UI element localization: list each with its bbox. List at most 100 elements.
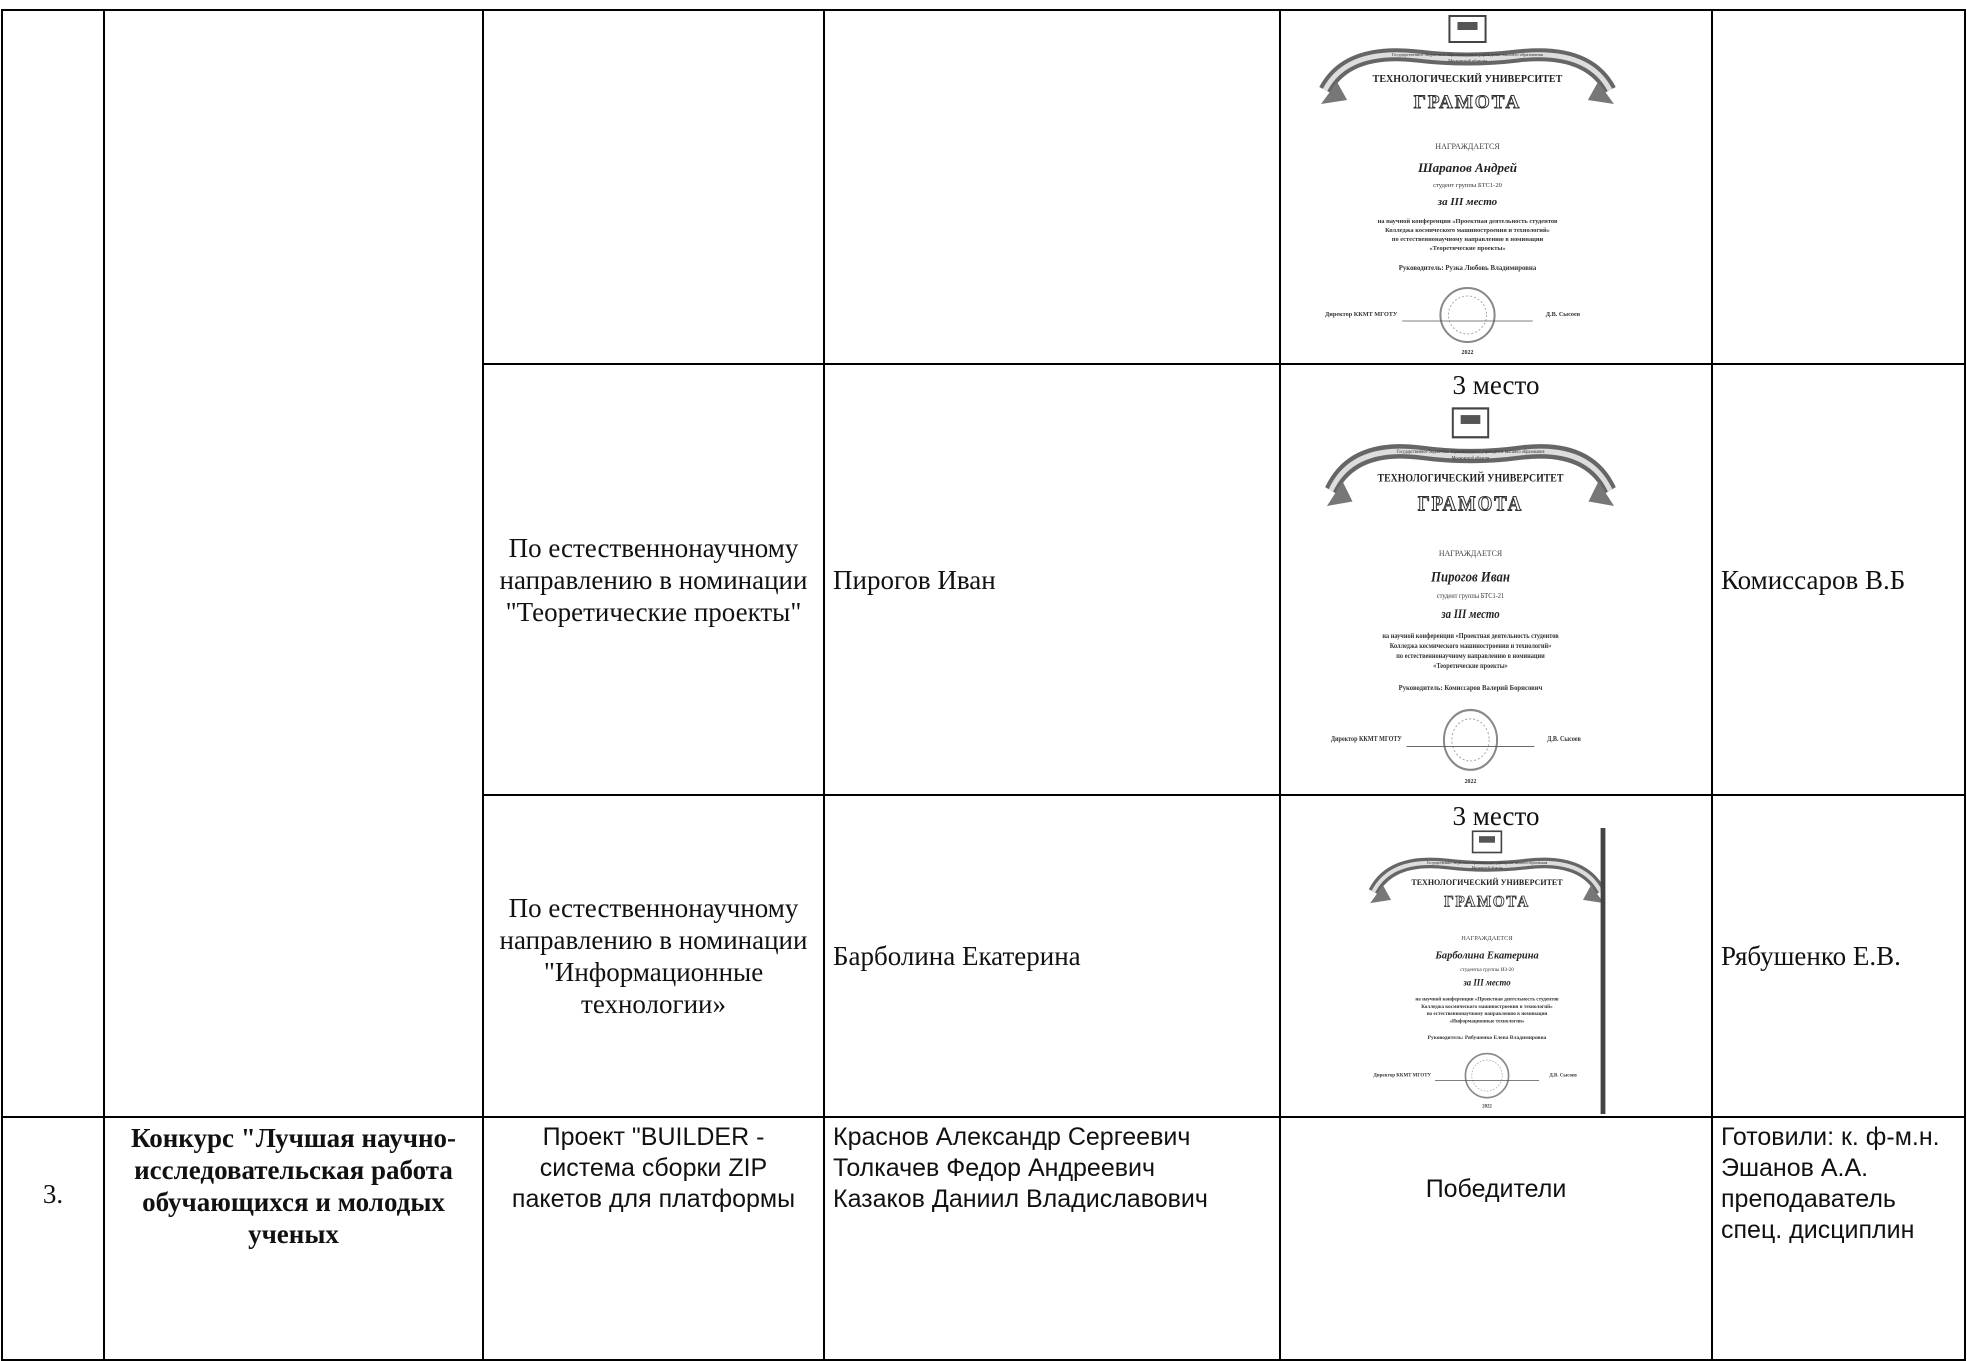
table-cell: 3. bbox=[1, 1116, 105, 1361]
cert-text: Шарапов Андрей bbox=[1417, 160, 1518, 175]
cert-ornament bbox=[1447, 295, 1488, 335]
participant: Краснов Александр Сергеевич bbox=[833, 1123, 1191, 1151]
participants: Краснов Александр Сергеевич Толкачев Федо… bbox=[833, 1122, 1208, 1215]
nomination: По естественнонаучному направлению в ном… bbox=[499, 532, 808, 627]
cert-text: Руководитель: Комиссаров Валерий Борисов… bbox=[1398, 684, 1543, 693]
table-cell: Готовили: к. ф-м.н. Эшанов А.А. преподав… bbox=[1711, 1116, 1966, 1361]
cert-ornament bbox=[1457, 22, 1478, 30]
table-cell: Комиссаров В.Б bbox=[1711, 363, 1966, 796]
table-cell: По естественнонаучному направлению в ном… bbox=[482, 363, 825, 796]
cert-ornament bbox=[1439, 287, 1496, 343]
cert-ornament bbox=[1322, 52, 1613, 92]
participant: Толкачев Федор Андреевич bbox=[833, 1154, 1156, 1182]
table-cell: Конкурс "Лучшая научно-исследовательская… bbox=[103, 1116, 484, 1361]
supervisor: Готовили: к. ф-м.н. Эшанов А.А. преподав… bbox=[1721, 1123, 1940, 1244]
cert-text: Государственное бюджетное образовательно… bbox=[1396, 448, 1545, 461]
table-cell: По естественнонаучному направлению в ном… bbox=[482, 794, 825, 1118]
cert-text: Директор ККМТ МГОТУ bbox=[1330, 735, 1402, 744]
cert-text: ГРАМОТА bbox=[1417, 492, 1524, 516]
result-caption: 3 место bbox=[1452, 370, 1540, 400]
cert-text: 2022 bbox=[1464, 778, 1477, 786]
supervisor: Комиссаров В.Б bbox=[1721, 564, 1906, 595]
cert-text: НАГРАЖДАЕТСЯ bbox=[1438, 548, 1503, 559]
table-cell: Проект "BUILDER - система сборки ZIP пак… bbox=[482, 1116, 825, 1361]
cert-text: НАГРАЖДАЕТСЯ bbox=[1461, 934, 1513, 942]
cert-text: ГРАМОТА bbox=[1413, 92, 1522, 114]
nomination: Проект "BUILDER - система сборки ZIP пак… bbox=[511, 1123, 796, 1213]
cert-text: Колледжа космического машиностроения и т… bbox=[1389, 642, 1552, 651]
cert-ornament bbox=[1471, 1059, 1503, 1092]
cert-text: за III место bbox=[1463, 978, 1511, 989]
participant: Пирогов Иван bbox=[833, 564, 996, 595]
cert-text: за III место bbox=[1441, 607, 1500, 622]
cert-ornament bbox=[1600, 828, 1606, 1114]
page: {"table": {"rows": [ {"result": {"certif… bbox=[1, 9, 1966, 1361]
cert-text: Директор ККМТ МГОТУ bbox=[1325, 311, 1398, 318]
cert-text: Колледжа космического машиностроения и т… bbox=[1421, 1003, 1553, 1010]
cert-ornament bbox=[1442, 708, 1499, 771]
cert-text: студентка группы ИЗ-20 bbox=[1460, 966, 1514, 973]
cert-text: по естественнонаучному направлению в ном… bbox=[1396, 652, 1545, 661]
table-cell bbox=[1, 9, 105, 1118]
cert-ornament bbox=[1371, 860, 1603, 893]
cert-ornament bbox=[1479, 836, 1495, 843]
supervisor: Рябушенко Е.В. bbox=[1721, 941, 1901, 971]
cert-text: на научной конференции «Проектная деятел… bbox=[1382, 632, 1559, 641]
cert-text: Государственное бюджетное образовательно… bbox=[1426, 860, 1548, 870]
table-cell bbox=[482, 9, 825, 365]
cert-art bbox=[1325, 407, 1616, 771]
cert-text: «Информационные технологии» bbox=[1449, 1018, 1525, 1025]
cert-text: 2022 bbox=[1482, 1104, 1492, 1110]
cert-text: ТЕХНОЛОГИЧЕСКИЙ УНИВЕРСИТЕТ bbox=[1372, 74, 1563, 85]
cert-ornament bbox=[1451, 718, 1490, 762]
cert-ornament bbox=[1460, 415, 1481, 424]
cert-text: Государственное бюджетное образовательно… bbox=[1391, 52, 1544, 63]
table-cell bbox=[103, 9, 484, 1118]
cert-text: Д.В. Сысоев bbox=[1547, 735, 1581, 744]
contest-name: Конкурс "Лучшая научно-исследовательская… bbox=[131, 1123, 456, 1249]
cert-text: за III место bbox=[1437, 196, 1498, 208]
cert-art bbox=[1368, 828, 1606, 1114]
result: Победители bbox=[1425, 1175, 1567, 1203]
table-cell bbox=[823, 9, 1281, 365]
cert-text: по естественнонаучному направлению в ном… bbox=[1426, 1011, 1548, 1017]
table-cell: Пирогов Иван bbox=[823, 363, 1281, 796]
cert-text: «Теоретические проекты» bbox=[1433, 662, 1508, 671]
table-cell: Рябушенко Е.В. bbox=[1711, 794, 1966, 1118]
cert-ornament bbox=[1448, 15, 1487, 43]
cert-text: на научной конференции «Проектная деятел… bbox=[1377, 218, 1558, 225]
cert-text: 2022 bbox=[1461, 350, 1474, 356]
cert-text: Барболина Екатерина bbox=[1435, 948, 1539, 962]
cert-text: «Теоретические проекты» bbox=[1429, 245, 1506, 252]
cert-text: ГРАМОТА bbox=[1444, 893, 1530, 911]
result-caption: 3 место bbox=[1452, 801, 1540, 831]
cert-ornament bbox=[1328, 448, 1613, 492]
participants: Пирогов Иван bbox=[833, 564, 996, 596]
participants: Барболина Екатерина bbox=[833, 940, 1081, 972]
cert-text: ТЕХНОЛОГИЧЕСКИЙ УНИВЕРСИТЕТ bbox=[1377, 472, 1564, 485]
cert-text: Д.В. Сысоев bbox=[1549, 1072, 1577, 1079]
cert-ornament bbox=[1464, 1052, 1510, 1099]
cert-text: на научной конференции «Проектная деятел… bbox=[1415, 996, 1559, 1003]
cert-text: Д.В. Сысоев bbox=[1545, 311, 1581, 318]
participant: Барболина Екатерина bbox=[833, 941, 1081, 971]
row-number: 3. bbox=[42, 1179, 64, 1209]
cert-art bbox=[1319, 15, 1616, 343]
cert-text: Руководитель: Рябушенко Елена Владимиров… bbox=[1427, 1034, 1547, 1041]
cert-text: Пирогов Иван bbox=[1431, 568, 1510, 585]
cert-text: Руководитель: Рузка Любовь Владимировна bbox=[1398, 265, 1537, 272]
certificate: Государственное бюджетное образовательно… bbox=[1367, 828, 1607, 1114]
cert-text: Директор ККМТ МГОТУ bbox=[1373, 1072, 1432, 1079]
table-cell: Победители bbox=[1279, 1116, 1713, 1361]
cert-text: Колледжа космического машиностроения и т… bbox=[1385, 227, 1550, 234]
nomination: По естественнонаучному направлению в ном… bbox=[499, 893, 808, 1019]
cert-text: ТЕХНОЛОГИЧЕСКИЙ УНИВЕРСИТЕТ bbox=[1411, 878, 1563, 888]
cert-text: по естественнонаучному направлению в ном… bbox=[1391, 236, 1544, 243]
cert-text: НАГРАЖДАЕТСЯ bbox=[1435, 142, 1500, 151]
certificate: Государственное бюджетное образовательно… bbox=[1323, 404, 1618, 792]
participant: Казаков Даниил Владиславович bbox=[833, 1185, 1208, 1213]
cert-text: студент группы БТС1-20 bbox=[1433, 182, 1502, 189]
table-cell: Краснов Александр Сергеевич Толкачев Федо… bbox=[823, 1116, 1281, 1361]
table-cell bbox=[1711, 9, 1966, 365]
table-cell: Барболина Екатерина bbox=[823, 794, 1281, 1118]
